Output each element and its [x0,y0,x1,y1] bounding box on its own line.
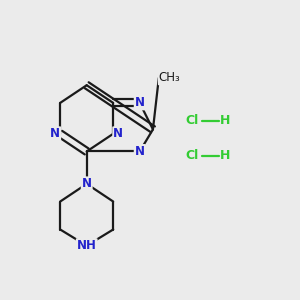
Text: N: N [82,177,92,190]
Text: Cl: Cl [185,149,199,162]
Text: N: N [135,145,145,158]
Text: H: H [220,114,230,127]
Text: N: N [135,96,145,110]
Text: NH: NH [77,239,97,252]
Text: H: H [220,149,230,162]
Text: CH₃: CH₃ [159,71,181,84]
Text: N: N [113,127,123,140]
Text: Cl: Cl [185,114,199,127]
Text: N: N [50,127,60,140]
